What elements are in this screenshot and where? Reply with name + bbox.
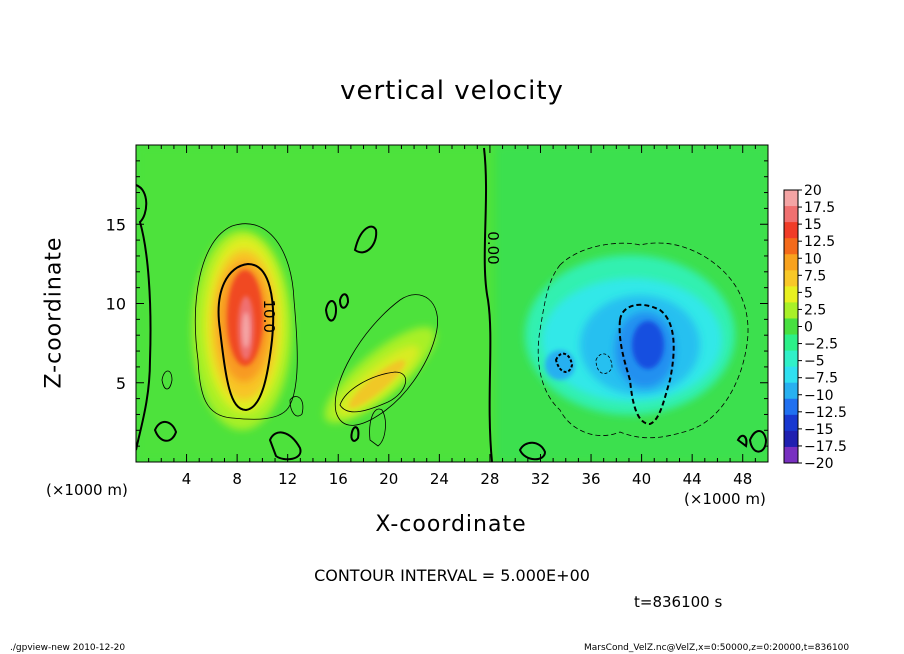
colorbar-label: −7.5 — [804, 371, 838, 387]
y-tick-label: 15 — [106, 215, 126, 234]
colorbar-swatch — [784, 430, 798, 448]
colorbar-swatch — [784, 414, 798, 432]
colorbar-label: −12.5 — [804, 405, 847, 421]
colorbar-label: 7.5 — [804, 268, 826, 284]
x-tick-label: 4 — [182, 470, 192, 488]
colorbar-label: 12.5 — [804, 234, 835, 250]
x-tick-label: 44 — [683, 470, 702, 488]
y-axis: 5 10 15 — [106, 144, 768, 463]
colorbar-label: 20 — [804, 183, 822, 199]
colorbar-label: 10 — [804, 251, 822, 267]
heatmap-field — [136, 145, 768, 462]
colorbar-swatch — [784, 270, 798, 287]
time-label: t=836100 s — [634, 593, 723, 611]
x-tick-label: 24 — [430, 470, 449, 488]
x-axis-label: X-coordinate — [375, 512, 527, 537]
x-tick-label: 36 — [581, 470, 600, 488]
x-tick-label: 16 — [329, 470, 348, 488]
chart-title: vertical velocity — [340, 76, 564, 106]
colorbar-swatch — [784, 350, 798, 368]
x-tick-label: 32 — [531, 470, 550, 488]
colorbar-swatch — [784, 190, 798, 207]
colorbar-label: −15 — [804, 422, 834, 438]
colorbar-swatch — [784, 398, 798, 416]
y-tick-label: 5 — [116, 374, 126, 393]
x-tick-label: 48 — [733, 470, 752, 488]
y-tick-label: 10 — [106, 295, 126, 314]
colorbar-label: −5 — [804, 354, 825, 370]
x-tick-label: 20 — [379, 470, 398, 488]
colorbar-swatch — [784, 238, 798, 255]
contour-label: 0.00 — [484, 231, 502, 264]
x-unit-label: (×1000 m) — [46, 481, 128, 499]
colorbar-label: 5 — [804, 285, 813, 301]
x-tick-label: 28 — [480, 470, 499, 488]
footer-right: MarsCond_VelZ.nc@VelZ,x=0:50000,z=0:2000… — [584, 643, 850, 653]
contours — [136, 147, 768, 462]
colorbar-label: −20 — [804, 456, 834, 472]
x-axis: 4 8 12 16 20 24 28 32 36 40 44 48 — [135, 145, 769, 488]
x-tick-label: 12 — [278, 470, 297, 488]
colorbar-swatch — [784, 254, 798, 271]
colorbar-label: −10 — [804, 388, 834, 404]
x-tick-label: 40 — [632, 470, 651, 488]
contour-label: 10.0 — [260, 299, 278, 332]
colorbar-swatch — [784, 222, 798, 239]
colorbar-swatch — [784, 286, 798, 303]
colorbar-label: −17.5 — [804, 439, 847, 455]
colorbar-swatch — [784, 446, 798, 464]
contour-interval-label: CONTOUR INTERVAL = 5.000E+00 — [314, 566, 590, 585]
colorbar-swatch — [784, 382, 798, 400]
colorbar-label: 2.5 — [804, 302, 826, 318]
colorbar-label: 0 — [804, 320, 813, 336]
colorbar-swatch — [784, 334, 798, 352]
colorbar-swatch — [784, 366, 798, 384]
colorbar-swatch — [784, 206, 798, 223]
downdraft-main — [525, 255, 735, 415]
colorbar-label: 15 — [804, 217, 822, 233]
x-unit-label-secondary: (×1000 m) — [684, 490, 766, 508]
contour-labels: 10.0 0.00 — [260, 231, 502, 333]
x-tick-label: 8 — [232, 470, 242, 488]
colorbar-label: 17.5 — [804, 200, 835, 216]
footer-left: ./gpview-new 2010-12-20 — [10, 643, 126, 653]
colorbar-label: −2.5 — [804, 337, 838, 353]
y-axis-label: Z-coordinate — [41, 236, 67, 389]
colorbar-swatch — [784, 302, 798, 319]
colorbar-swatch — [784, 318, 798, 336]
